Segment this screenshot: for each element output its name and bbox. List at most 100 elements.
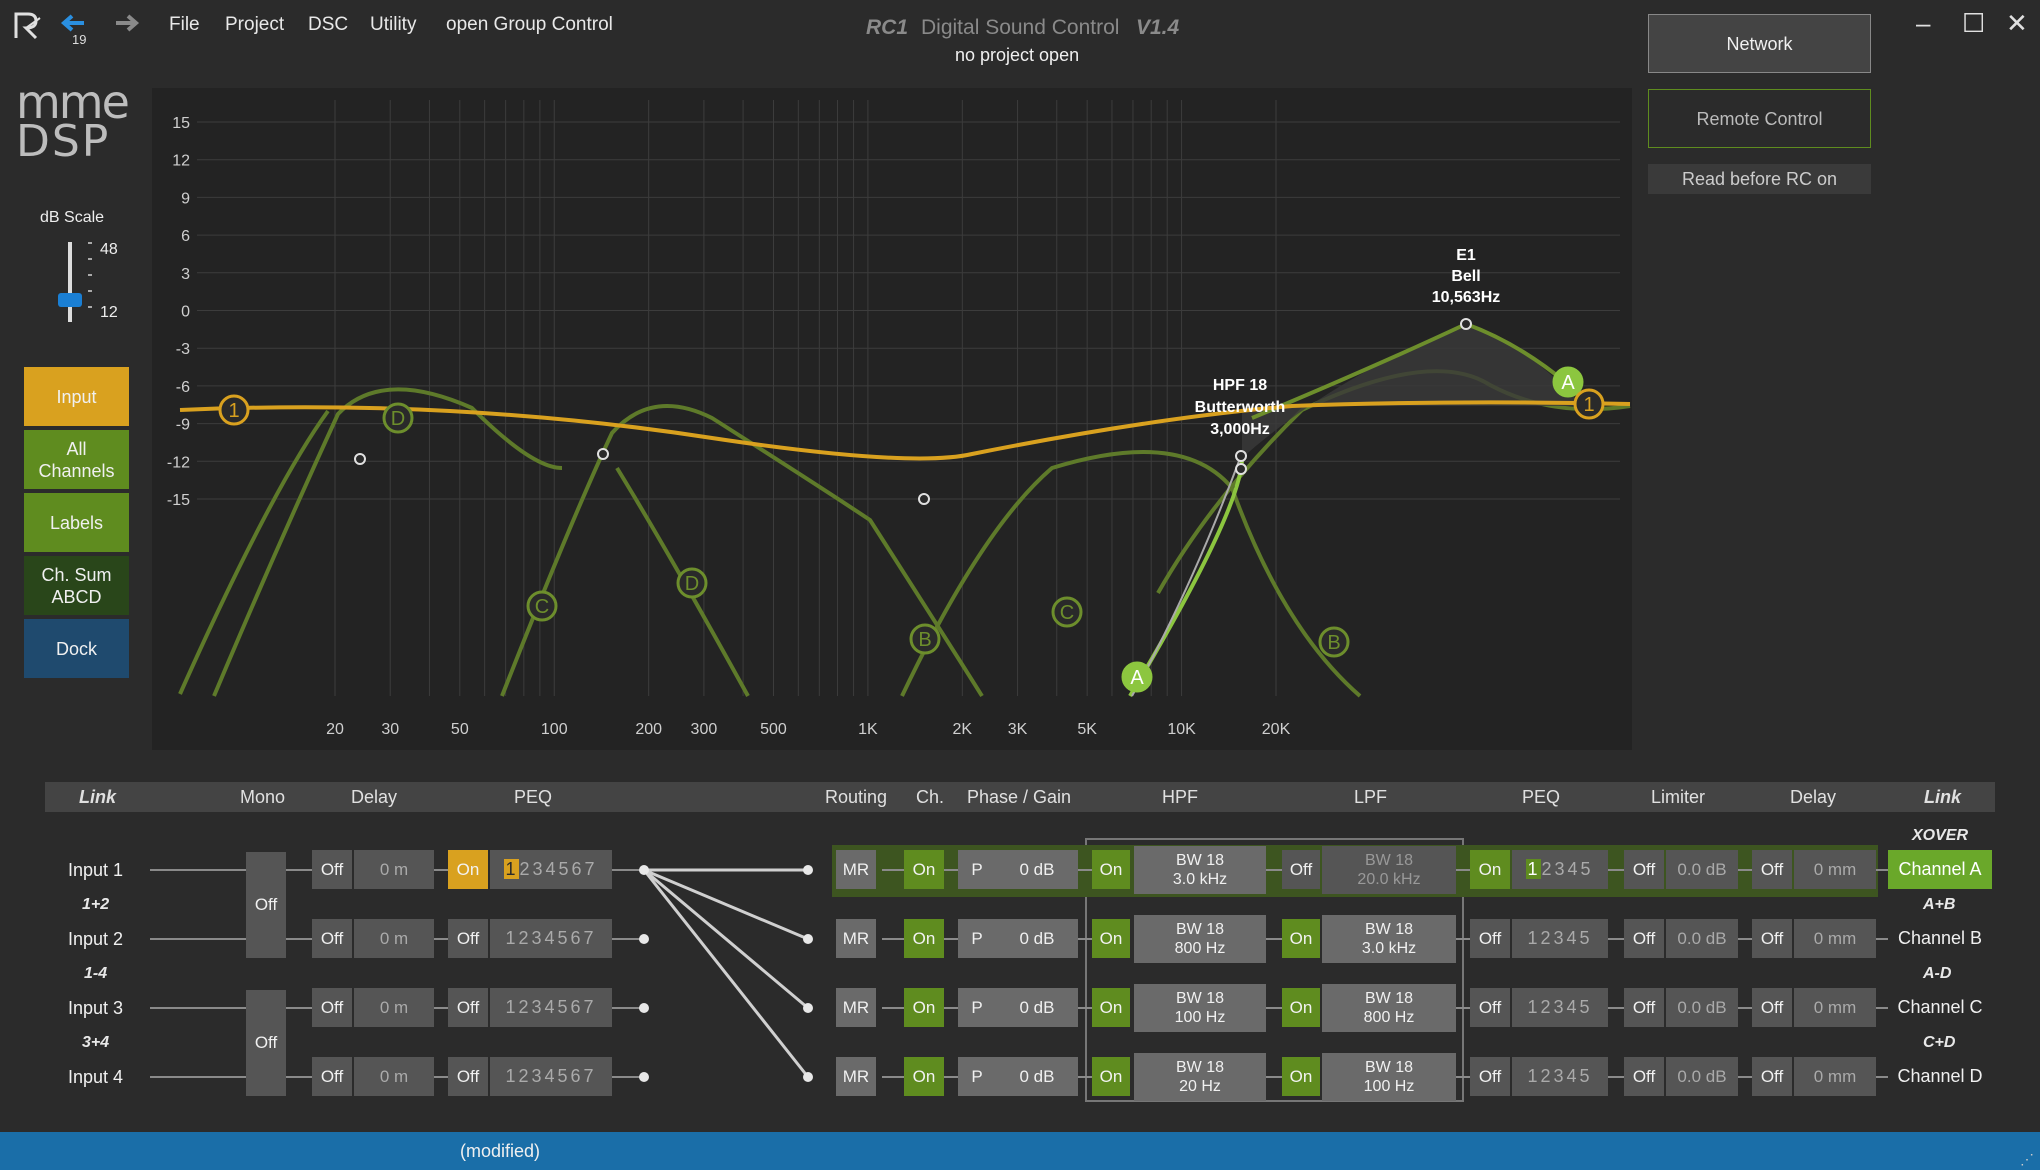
output-peq-toggle[interactable]: Off (1470, 988, 1510, 1027)
limiter-value[interactable]: 0.0 dB (1666, 919, 1738, 958)
gain-value[interactable]: 0 dB (996, 850, 1078, 889)
limiter-toggle[interactable]: Off (1624, 1057, 1664, 1096)
output-peq-toggle[interactable]: Off (1470, 1057, 1510, 1096)
close-icon[interactable]: ✕ (2006, 8, 2028, 38)
input-link-1-2[interactable]: 1+2 (82, 896, 110, 913)
output-delay-value[interactable]: 0 mm (1794, 1057, 1876, 1096)
maximize-icon[interactable]: ☐ (1962, 8, 1986, 38)
lpf-settings[interactable]: BW 18 100 Hz (1322, 1053, 1456, 1101)
hpf-settings[interactable]: BW 18 3.0 kHz (1134, 846, 1266, 894)
mono-toggle-1-2[interactable]: Off (246, 852, 286, 958)
limiter-toggle[interactable]: Off (1624, 988, 1664, 1027)
lpf-toggle[interactable]: Off (1282, 850, 1320, 889)
input-delay-value[interactable]: 0 m (354, 988, 434, 1027)
output-peq-toggle[interactable]: Off (1470, 919, 1510, 958)
channel-on-toggle[interactable]: On (904, 919, 944, 958)
channel-on-toggle[interactable]: On (904, 1057, 944, 1096)
labels-button[interactable]: Labels (24, 493, 129, 552)
channel-on-toggle[interactable]: On (904, 988, 944, 1027)
input-peq-bands[interactable]: 1234567 (490, 988, 612, 1027)
mono-toggle-3-4[interactable]: Off (246, 990, 286, 1096)
input-peq-toggle[interactable]: On (448, 850, 488, 889)
db-scale-slider[interactable] (56, 238, 116, 324)
input-delay-toggle[interactable]: Off (312, 988, 352, 1027)
output-peq-bands[interactable]: 12345 (1512, 850, 1608, 889)
limiter-toggle[interactable]: Off (1624, 850, 1664, 889)
resize-grip-icon[interactable]: ⋰ (2020, 1151, 2034, 1167)
phase-button[interactable]: P (958, 988, 996, 1027)
input-delay-toggle[interactable]: Off (312, 1057, 352, 1096)
dock-button[interactable]: Dock (24, 619, 129, 678)
input-button[interactable]: Input (24, 367, 129, 426)
lpf-toggle[interactable]: On (1282, 1057, 1320, 1096)
channel-link-a-d[interactable]: A-D (1923, 965, 1952, 982)
phase-button[interactable]: P (958, 1057, 996, 1096)
input-peq-toggle[interactable]: Off (448, 919, 488, 958)
output-delay-toggle[interactable]: Off (1752, 919, 1792, 958)
hpf-toggle[interactable]: On (1092, 919, 1130, 958)
routing-mr-button[interactable]: MR (836, 850, 876, 889)
channel-on-toggle[interactable]: On (904, 850, 944, 889)
limiter-value[interactable]: 0.0 dB (1666, 850, 1738, 889)
gain-value[interactable]: 0 dB (996, 1057, 1078, 1096)
output-peq-bands[interactable]: 12345 (1512, 988, 1608, 1027)
menu-open-group-control[interactable]: open Group Control (446, 14, 613, 35)
input-delay-toggle[interactable]: Off (312, 850, 352, 889)
lpf-toggle[interactable]: On (1282, 919, 1320, 958)
limiter-toggle[interactable]: Off (1624, 919, 1664, 958)
channel-link-c-d[interactable]: C+D (1923, 1034, 1956, 1051)
routing-mr-button[interactable]: MR (836, 919, 876, 958)
read-before-rc-button[interactable]: Read before RC on (1648, 164, 1871, 194)
channel-output-label[interactable]: Channel D (1888, 1057, 1992, 1096)
gain-value[interactable]: 0 dB (996, 988, 1078, 1027)
hpf-toggle[interactable]: On (1092, 1057, 1130, 1096)
lpf-toggle[interactable]: On (1282, 988, 1320, 1027)
hpf-settings[interactable]: BW 18 20 Hz (1134, 1053, 1266, 1101)
limiter-value[interactable]: 0.0 dB (1666, 1057, 1738, 1096)
input-peq-bands[interactable]: 1234567 (490, 919, 612, 958)
output-delay-toggle[interactable]: Off (1752, 850, 1792, 889)
hpf-settings[interactable]: BW 18 100 Hz (1134, 984, 1266, 1032)
hpf-toggle[interactable]: On (1092, 850, 1130, 889)
input-peq-toggle[interactable]: Off (448, 1057, 488, 1096)
menu-project[interactable]: Project (225, 14, 285, 35)
menu-dsc[interactable]: DSC (308, 14, 349, 35)
phase-button[interactable]: P (958, 850, 996, 889)
limiter-value[interactable]: 0.0 dB (1666, 988, 1738, 1027)
lpf-settings[interactable]: BW 18 800 Hz (1322, 984, 1456, 1032)
input-link-3-4[interactable]: 3+4 (82, 1034, 110, 1051)
output-peq-bands[interactable]: 12345 (1512, 1057, 1608, 1096)
back-arrow-icon[interactable] (58, 12, 86, 39)
eq-response-graph[interactable]: 15 12 9 6 3 0 -3 -6 -9 -12 -15 20 30 50 100 200 300 500 1… (152, 88, 1632, 750)
lpf-settings[interactable]: BW 18 20.0 kHz (1322, 846, 1456, 894)
lpf-settings[interactable]: BW 18 3.0 kHz (1322, 915, 1456, 963)
output-peq-bands[interactable]: 12345 (1512, 919, 1608, 958)
channel-output-label[interactable]: Channel C (1888, 988, 1992, 1027)
remote-control-button[interactable]: Remote Control (1648, 89, 1871, 148)
output-delay-value[interactable]: 0 mm (1794, 850, 1876, 889)
input-peq-bands[interactable]: 1234567 (490, 850, 612, 889)
input-link-1-4[interactable]: 1-4 (84, 965, 108, 982)
input-delay-value[interactable]: 0 m (354, 919, 434, 958)
menu-utility[interactable]: Utility (370, 14, 417, 35)
phase-button[interactable]: P (958, 919, 996, 958)
channel-output-label[interactable]: Channel B (1888, 919, 1992, 958)
input-delay-value[interactable]: 0 m (354, 850, 434, 889)
input-delay-value[interactable]: 0 m (354, 1057, 434, 1096)
output-peq-toggle[interactable]: On (1470, 850, 1510, 889)
input-peq-bands[interactable]: 1234567 (490, 1057, 612, 1096)
routing-mr-button[interactable]: MR (836, 988, 876, 1027)
output-delay-value[interactable]: 0 mm (1794, 988, 1876, 1027)
gain-value[interactable]: 0 dB (996, 919, 1078, 958)
all-channels-button[interactable]: All Channels (24, 430, 129, 489)
ch-sum-button[interactable]: Ch. Sum ABCD (24, 556, 129, 615)
hpf-settings[interactable]: BW 18 800 Hz (1134, 915, 1266, 963)
channel-link-a-b[interactable]: A+B (1923, 896, 1956, 913)
output-delay-toggle[interactable]: Off (1752, 1057, 1792, 1096)
hpf-toggle[interactable]: On (1092, 988, 1130, 1027)
routing-mr-button[interactable]: MR (836, 1057, 876, 1096)
input-peq-toggle[interactable]: Off (448, 988, 488, 1027)
forward-arrow-icon[interactable] (114, 12, 142, 39)
channel-output-label[interactable]: Channel A (1888, 850, 1992, 889)
db-scale-thumb[interactable] (58, 293, 82, 307)
